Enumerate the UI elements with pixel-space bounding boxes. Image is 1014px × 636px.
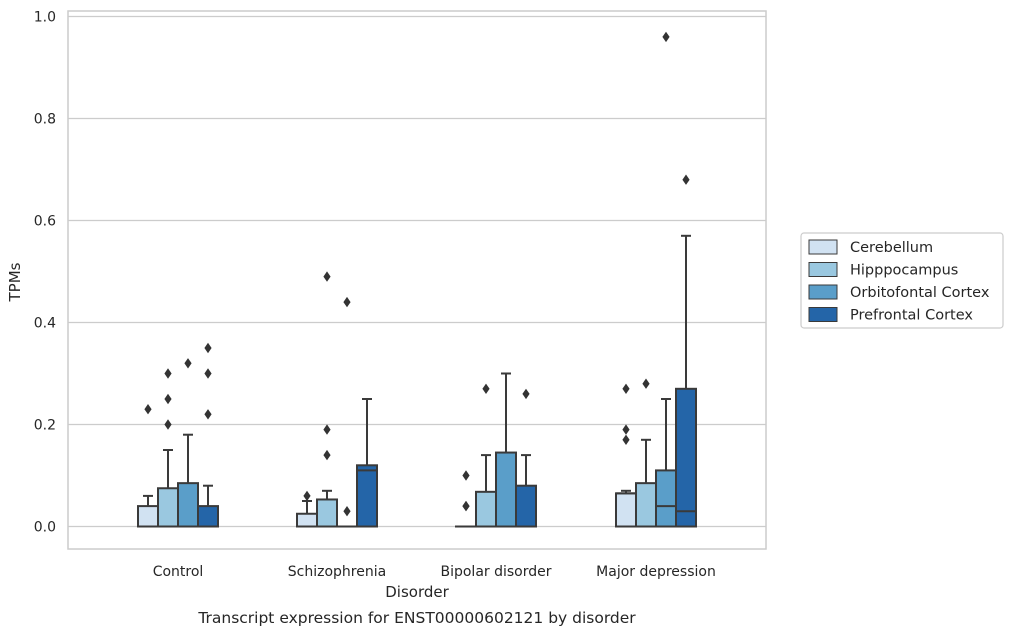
box-body (655, 469, 677, 528)
outlier-point (164, 368, 172, 379)
box-orbitofontal-cortex (336, 296, 358, 528)
box-hipppocampus (316, 271, 338, 528)
legend-item: Prefrontal Cortex (808, 307, 973, 324)
box-body (177, 482, 199, 528)
outlier-point (343, 296, 351, 308)
box-orbitofontal-cortex (655, 31, 677, 528)
box-body (475, 490, 497, 528)
outlier-point (184, 358, 192, 369)
outlier-point (622, 434, 630, 445)
box-cerebellum (615, 383, 637, 528)
box-body (615, 492, 637, 528)
legend-item: Cerebellum (808, 239, 933, 256)
legend-label: Orbitofontal Cortex (850, 285, 990, 301)
box-orbitofontal-cortex (495, 372, 517, 528)
legend-frame (800, 232, 1004, 329)
x-tick-label: Bipolar disorder (440, 564, 551, 580)
outlier-point (323, 424, 331, 435)
legend-item: Orbitofontal Cortex (808, 284, 990, 301)
y-tick-label: 0.0 (34, 520, 56, 536)
legend-label: Prefrontal Cortex (850, 308, 973, 324)
box-hipppocampus (475, 383, 497, 528)
outlier-point (164, 419, 172, 430)
outlier-point (462, 470, 470, 481)
legend-swatch (808, 262, 838, 277)
outlier-point (204, 368, 212, 379)
box-prefrontal-cortex (197, 342, 219, 528)
box-body (495, 451, 517, 528)
box-body (515, 484, 537, 528)
box-body (137, 505, 159, 528)
y-tick-label: 0.8 (34, 112, 56, 128)
outlier-point (682, 174, 690, 185)
axis-labels: TPMs Disorder Transcript expression for … (6, 262, 636, 627)
legend-swatch (808, 307, 838, 322)
legend-swatch (808, 239, 838, 255)
axes: 0.0 0.2 0.4 0.6 0.8 1.0 Control Schizophrenia Bi… (34, 10, 767, 580)
outlier-point (462, 500, 470, 512)
box-body (197, 505, 219, 528)
box-body (157, 487, 179, 528)
outlier-point (164, 393, 172, 405)
box-prefrontal-cortex (675, 174, 697, 528)
y-tick-label: 1.0 (34, 10, 56, 26)
outlier-point (323, 271, 331, 282)
outlier-point (204, 409, 212, 420)
outlier-point (323, 449, 331, 461)
legend-label: Cerebellum (850, 240, 933, 256)
outlier-point (662, 31, 670, 43)
box-orbitofontal-cortex (177, 358, 199, 528)
outlier-point (522, 388, 530, 400)
box-hipppocampus (157, 368, 179, 528)
outlier-point (303, 490, 311, 502)
legend-swatch (808, 284, 838, 300)
plot-frame (67, 10, 767, 550)
box-body (635, 482, 657, 528)
legend-label: Hipppocampus (850, 263, 958, 279)
box-body (675, 387, 697, 528)
box-body (356, 464, 378, 528)
outlier-point (622, 383, 630, 394)
x-tick-label: Major depression (596, 564, 716, 580)
outlier-point (343, 506, 351, 517)
y-axis-label: TPMs (6, 262, 24, 302)
box-body (296, 512, 318, 528)
outlier-point (642, 378, 650, 389)
x-axis-label: Disorder (385, 583, 449, 601)
outlier-point (622, 424, 630, 435)
box-cerebellum (455, 470, 477, 528)
outlier-point (482, 383, 490, 394)
y-tick-label: 0.2 (34, 418, 56, 434)
legend-item: Hipppocampus (808, 262, 958, 279)
plot-area (137, 31, 697, 528)
outlier-point (144, 404, 152, 415)
outlier-point (204, 342, 212, 354)
chart-caption: Transcript expression for ENST0000060212… (197, 609, 636, 627)
y-tick-label: 0.4 (34, 316, 56, 332)
x-tick-label: Control (153, 564, 204, 580)
box-body (316, 498, 338, 528)
box-prefrontal-cortex (356, 398, 378, 528)
y-tick-label: 0.6 (34, 214, 56, 230)
legend: Cerebellum Hipppocampus Orbitofontal Corte… (800, 232, 1004, 329)
box-prefrontal-cortex (515, 388, 537, 528)
box-cerebellum (137, 404, 159, 528)
x-tick-label: Schizophrenia (288, 564, 386, 580)
